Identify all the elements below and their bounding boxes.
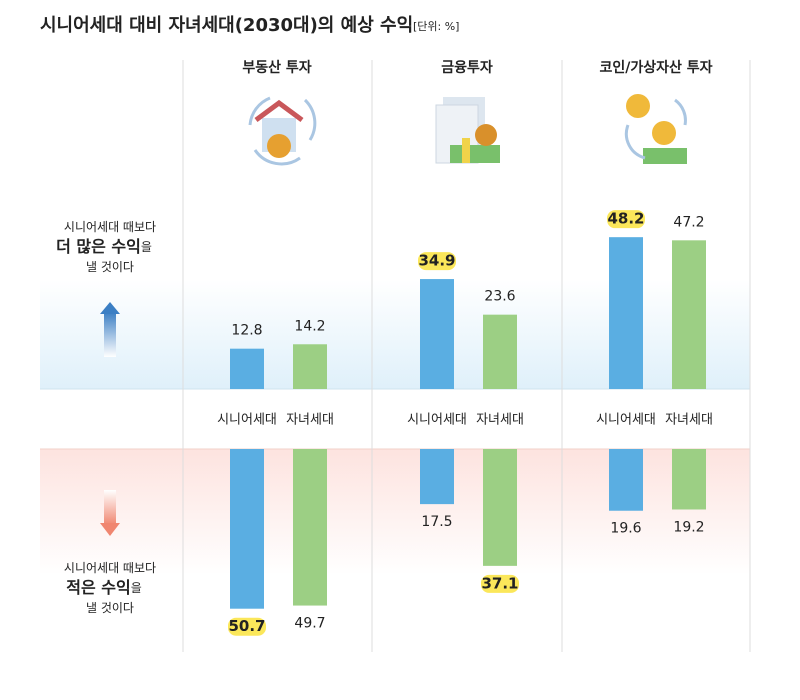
bar: [420, 449, 454, 505]
series-label: 시니어세대: [407, 413, 467, 428]
category-label: 금융투자: [441, 60, 493, 76]
down-arrow: [104, 490, 116, 525]
value-label: 47.2: [673, 214, 704, 230]
series-label: 자녀세대: [665, 413, 713, 428]
chart-title: 시니어세대 대비 자녀세대(2030대)의 예상 수익: [40, 15, 413, 36]
value-highlight: [418, 252, 456, 271]
value-label: 19.6: [610, 521, 641, 537]
value-label: 17.5: [421, 514, 452, 530]
row-label-part: 시니어세대 때보다: [64, 561, 156, 575]
bar: [293, 344, 327, 389]
series-label: 자녀세대: [476, 413, 524, 428]
value-label: 48.2: [607, 210, 644, 228]
category-label: 부동산 투자: [242, 59, 311, 76]
value-highlight: [607, 210, 645, 229]
row-label-part: 적은 수익: [66, 578, 130, 597]
value-label: 34.9: [418, 252, 455, 270]
bar: [420, 279, 454, 389]
bar: [483, 449, 517, 566]
row-label-part: 낼 것이다: [86, 601, 134, 615]
row-label-part: 시니어세대 때보다: [64, 220, 156, 234]
value-label: 19.2: [673, 519, 704, 535]
value-label: 12.8: [231, 323, 262, 339]
more-band: [40, 280, 750, 389]
series-label: 자녀세대: [286, 413, 334, 428]
row-label-part: 을: [141, 240, 152, 254]
row-label-part: 낼 것이다: [86, 260, 134, 274]
series-label: 시니어세대: [217, 413, 277, 428]
less-band: [40, 449, 750, 575]
bar: [230, 449, 264, 609]
coin-icon: [624, 94, 687, 164]
down-arrow-head: [100, 523, 120, 536]
row-label-part: 더 많은 수익: [56, 237, 141, 256]
value-label: 50.7: [228, 617, 265, 635]
category-label: 코인/가상자산 투자: [599, 59, 712, 76]
bar: [483, 314, 517, 389]
row-label-part: 을: [131, 581, 142, 595]
bar: [293, 449, 327, 606]
value-label: 14.2: [294, 318, 325, 334]
value-label: 37.1: [481, 574, 518, 592]
bar: [230, 348, 264, 389]
value-highlight: [481, 574, 519, 593]
finance-icon: [435, 97, 500, 164]
dividers: [182, 60, 751, 652]
up-arrow-head: [100, 302, 120, 314]
value-highlight: [228, 617, 266, 636]
bar: [609, 237, 643, 389]
series-label: 시니어세대: [596, 413, 656, 428]
bar: [672, 240, 706, 389]
bar: [609, 449, 643, 511]
value-label: 49.7: [294, 616, 325, 632]
value-label: 23.6: [484, 289, 515, 305]
up-arrow: [104, 312, 116, 357]
real-estate-icon: [248, 96, 317, 166]
unit-label: [단위: %]: [413, 20, 459, 33]
bar: [672, 449, 706, 510]
